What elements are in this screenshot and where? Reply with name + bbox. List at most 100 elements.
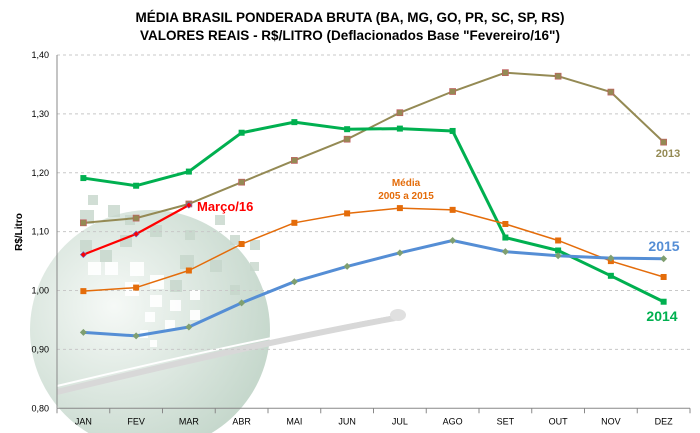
data-point-2013 [554, 72, 562, 80]
data-point-2014 [133, 182, 140, 189]
decor-square [230, 235, 240, 245]
data-point-2015 [660, 255, 668, 263]
data-point-2014 [502, 234, 509, 241]
data-point-2013 [502, 69, 509, 77]
data-point-2015 [132, 332, 140, 340]
data-point-mar-o-16 [132, 230, 140, 238]
data-point-2013 [132, 214, 140, 222]
decor-square [250, 240, 260, 250]
decor-square [130, 262, 144, 276]
data-point-2014 [344, 126, 351, 133]
decor-square [165, 320, 175, 330]
data-point-m-dia-2005-a-2015 [660, 273, 667, 280]
data-point-m-dia-2005-a-2015 [133, 284, 140, 291]
y-tick-label: 1,10 [31, 227, 49, 237]
y-tick-label: 0,80 [31, 403, 49, 413]
decor-square [150, 340, 157, 347]
data-point-2014 [449, 127, 456, 134]
decor-square [180, 255, 194, 269]
data-point-2015 [501, 248, 509, 256]
decor-square [190, 310, 200, 320]
data-point-m-dia-2005-a-2015 [555, 237, 562, 244]
y-tick-label: 1,30 [31, 109, 49, 119]
decor-square [185, 230, 195, 240]
decor-square [170, 280, 182, 292]
decor-square [88, 195, 98, 205]
x-tick-label: DEZ [655, 416, 674, 426]
decor-square [190, 290, 200, 300]
y-tick-label: 0,90 [31, 344, 49, 354]
data-point-2013 [607, 88, 615, 96]
decor-square [210, 260, 222, 272]
data-point-2015 [607, 254, 615, 262]
data-point-2014 [555, 247, 562, 254]
data-point-2013 [343, 135, 351, 143]
data-point-2014 [238, 129, 245, 136]
decor-square [170, 300, 181, 311]
x-tick-label: MAI [286, 416, 302, 426]
x-tick-label: JAN [75, 416, 92, 426]
decor-square [80, 240, 92, 252]
data-point-m-dia-2005-a-2015 [80, 288, 87, 295]
data-point-m-dia-2005-a-2015 [291, 219, 298, 226]
data-point-2013 [238, 178, 245, 186]
background-globe-graphic [30, 195, 406, 433]
x-tick-label: ABR [232, 416, 251, 426]
data-point-2015 [185, 323, 193, 331]
data-point-mar-o-16 [185, 201, 193, 209]
data-point-2013 [660, 138, 667, 146]
series-line-2013 [83, 71, 665, 224]
data-point-m-dia-2005-a-2015 [396, 205, 403, 212]
data-point-2015 [79, 328, 87, 336]
x-tick-label: AGO [443, 416, 463, 426]
y-axis-label: R$/Litro [14, 213, 25, 251]
data-point-2014 [660, 298, 667, 305]
data-point-2013 [449, 88, 456, 95]
data-point-m-dia-2005-a-2015 [449, 206, 456, 213]
decor-square [230, 285, 240, 295]
data-point-2013 [291, 157, 298, 164]
decor-square [150, 295, 162, 307]
data-point-m-dia-2005-a-2015 [185, 267, 192, 274]
decor-square [100, 250, 112, 262]
data-point-2013 [80, 219, 87, 227]
decor-square [88, 262, 101, 275]
x-tick-label: JUN [338, 416, 356, 426]
data-point-m-dia-2005-a-2015 [238, 241, 245, 248]
data-point-2013 [396, 109, 404, 117]
y-tick-label: 1,00 [31, 286, 49, 296]
x-tick-label: OUT [549, 416, 569, 426]
x-tick-label: JUL [392, 416, 408, 426]
data-point-2014 [607, 272, 614, 279]
data-point-2014 [80, 175, 87, 182]
decor-square [145, 312, 155, 322]
decor-square [150, 275, 164, 289]
data-point-2014 [185, 168, 192, 175]
x-tick-label: NOV [601, 416, 621, 426]
data-point-2015 [396, 249, 404, 257]
data-point-2015 [290, 278, 298, 286]
data-point-m-dia-2005-a-2015 [502, 220, 509, 227]
chart-title-line2: VALORES REAIS - R$/LITRO (Deflacionados … [140, 28, 560, 43]
label-media-line2: 2005 a 2015 [378, 191, 434, 202]
y-tick-label: 1,20 [31, 168, 49, 178]
data-point-2015 [449, 236, 457, 244]
decor-square [125, 215, 135, 225]
decor-square [215, 215, 225, 225]
data-point-2015 [554, 252, 562, 260]
data-point-2015 [238, 299, 246, 307]
series-line-2015 [83, 238, 664, 338]
data-point-m-dia-2005-a-2015 [344, 210, 351, 217]
series-line-m-dia-2005-a-2015 [83, 207, 664, 292]
data-point-2014 [396, 125, 403, 132]
label-media-line1: Média [392, 178, 421, 189]
x-tick-label: FEV [127, 416, 145, 426]
data-point-2015 [343, 262, 351, 270]
decor-square [250, 262, 259, 271]
decor-square [108, 205, 120, 217]
x-tick-label: MAR [179, 416, 200, 426]
label-2014: 2014 [646, 308, 677, 324]
label-2013: 2013 [656, 148, 680, 160]
